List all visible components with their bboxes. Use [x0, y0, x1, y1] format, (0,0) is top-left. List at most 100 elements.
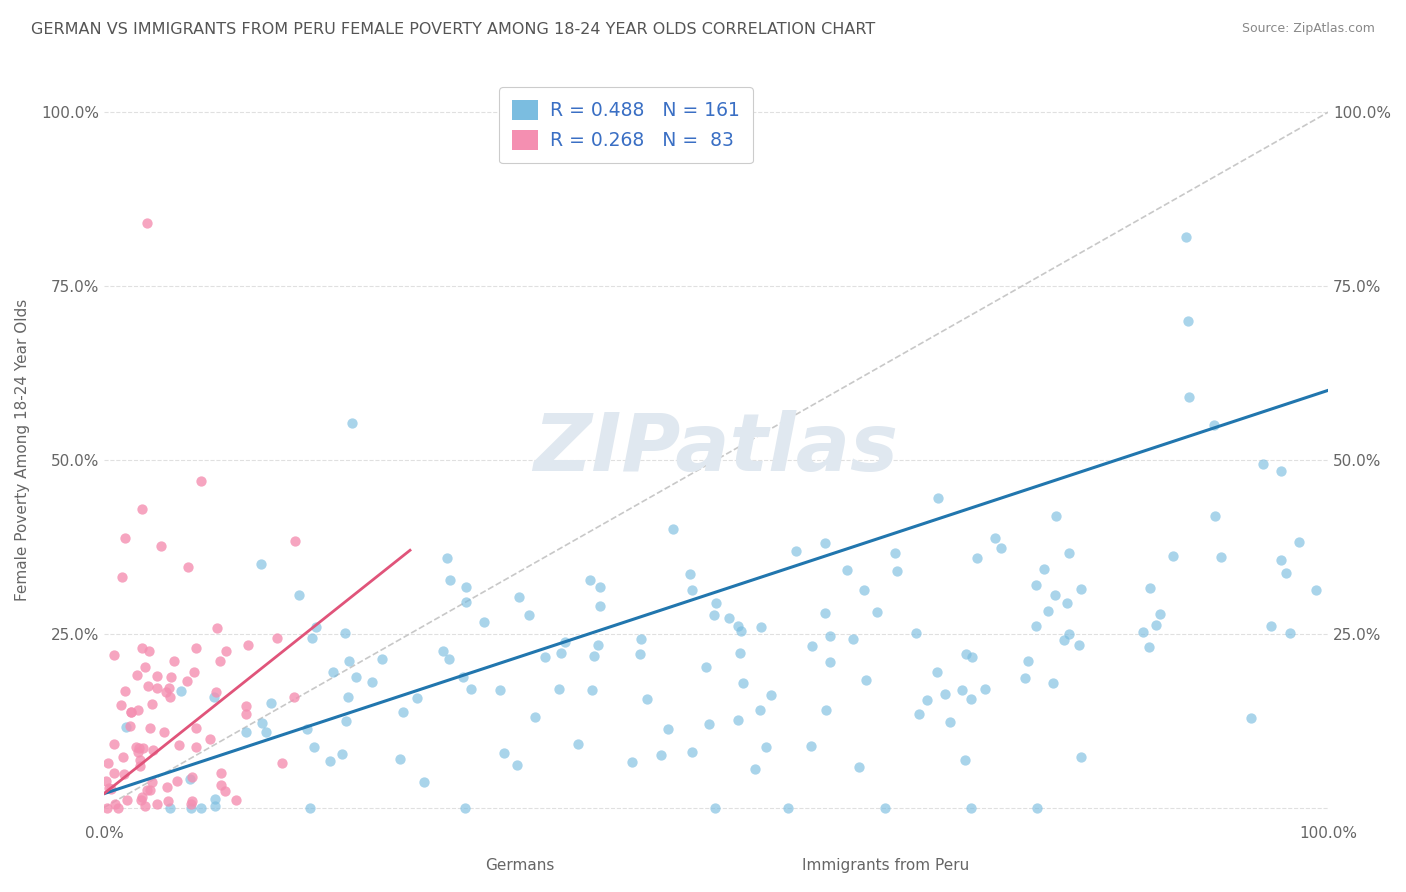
Point [547, 682, 569, 697]
Point [176, 673, 198, 688]
Point [159, 800, 181, 814]
Point [204, 791, 226, 805]
Point [1211, 550, 1233, 565]
Point [990, 541, 1012, 555]
Point [1056, 596, 1078, 610]
Text: ZIPatlas: ZIPatlas [533, 410, 898, 489]
Point [1026, 800, 1049, 814]
Point [361, 674, 384, 689]
Point [131, 501, 153, 516]
Point [180, 800, 202, 814]
Point [180, 794, 202, 808]
Point [215, 644, 238, 658]
Point [506, 757, 529, 772]
Point [517, 607, 540, 622]
Point [852, 583, 875, 598]
Point [120, 705, 142, 719]
Point [129, 753, 152, 767]
Point [337, 654, 360, 668]
Point [156, 794, 179, 808]
Point [330, 747, 353, 761]
Point [1288, 534, 1310, 549]
Point [630, 632, 652, 646]
Point [134, 798, 156, 813]
Point [1014, 671, 1036, 685]
Point [628, 648, 651, 662]
Point [728, 646, 751, 660]
Point [883, 546, 905, 560]
Point [1137, 640, 1160, 654]
Point [697, 716, 720, 731]
Point [153, 724, 176, 739]
Point [160, 670, 183, 684]
Point [166, 773, 188, 788]
Point [288, 588, 311, 602]
Point [681, 583, 703, 598]
Point [1025, 619, 1047, 633]
Point [759, 688, 782, 702]
Point [235, 698, 257, 713]
Point [155, 685, 177, 699]
Point [524, 710, 547, 724]
Point [111, 749, 134, 764]
Point [785, 544, 807, 558]
Point [704, 596, 727, 610]
Point [145, 681, 167, 695]
Point [141, 775, 163, 789]
Point [842, 632, 865, 647]
Point [959, 800, 981, 814]
Point [955, 648, 977, 662]
Point [925, 665, 948, 679]
Point [1149, 607, 1171, 622]
Point [145, 797, 167, 811]
Point [184, 721, 207, 735]
Point [107, 800, 129, 814]
Point [131, 790, 153, 805]
Point [815, 702, 838, 716]
Point [886, 564, 908, 578]
Point [727, 619, 749, 633]
Point [727, 714, 749, 728]
Point [249, 557, 271, 571]
Point [488, 682, 510, 697]
Point [337, 690, 360, 705]
Point [159, 690, 181, 704]
Point [966, 550, 988, 565]
Point [550, 646, 572, 660]
Point [534, 649, 557, 664]
Point [866, 605, 889, 619]
Point [1070, 582, 1092, 597]
Text: Germans: Germans [485, 858, 555, 872]
Point [190, 474, 212, 488]
Point [177, 560, 200, 574]
Point [776, 800, 799, 814]
Point [437, 652, 460, 666]
Point [873, 800, 896, 814]
Point [260, 696, 283, 710]
Point [801, 640, 824, 654]
Point [679, 566, 702, 581]
Point [110, 698, 132, 712]
Point [704, 800, 727, 814]
Point [319, 755, 342, 769]
Point [744, 762, 766, 776]
Point [432, 644, 454, 658]
Point [582, 648, 605, 663]
Point [125, 740, 148, 755]
Point [1043, 589, 1066, 603]
Point [157, 681, 180, 696]
Point [114, 531, 136, 545]
Point [111, 570, 134, 584]
Point [1178, 390, 1201, 404]
Point [141, 697, 163, 711]
Point [412, 775, 434, 789]
Point [1240, 711, 1263, 725]
Point [198, 732, 221, 747]
Point [939, 714, 962, 729]
Point [731, 676, 754, 690]
Point [271, 756, 294, 770]
Point [578, 573, 600, 587]
Point [974, 681, 997, 696]
Point [98, 780, 121, 795]
Point [94, 773, 117, 788]
